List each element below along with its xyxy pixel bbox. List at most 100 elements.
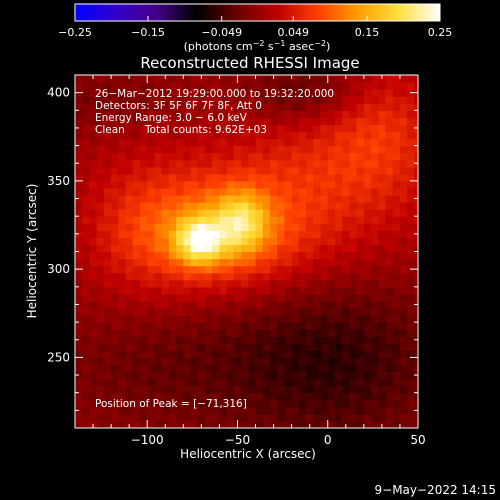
heatmap-cell	[349, 187, 358, 196]
heatmap-cell	[226, 75, 235, 83]
heatmap-cell	[291, 223, 300, 231]
heatmap-cell	[414, 420, 418, 428]
heatmap-cell	[255, 117, 264, 126]
heatmap-cell	[161, 378, 170, 387]
heatmap-cell	[168, 166, 177, 175]
heatmap-cell	[414, 293, 418, 302]
heatmap-cell	[392, 258, 401, 267]
heatmap-cell	[298, 117, 307, 126]
heatmap-cell	[248, 131, 257, 140]
heatmap-cell	[139, 89, 148, 97]
heatmap-cell	[147, 103, 156, 111]
heatmap-cell	[161, 307, 170, 316]
heatmap-cell	[75, 103, 83, 111]
heatmap-cell	[277, 152, 286, 161]
heatmap-cell	[313, 223, 322, 231]
heatmap-cell	[277, 223, 286, 231]
heatmap-cell	[147, 131, 156, 140]
heatmap-cell	[277, 350, 286, 358]
heatmap-cell	[334, 166, 343, 175]
heatmap-cell	[313, 131, 322, 140]
heatmap-cell	[147, 392, 156, 401]
heatmap-cell	[363, 371, 372, 380]
heatmap-cell	[371, 371, 379, 380]
heatmap-cell	[277, 209, 286, 217]
heatmap-cell	[392, 209, 401, 217]
heatmap-cell	[197, 399, 206, 408]
heatmap-cell	[125, 166, 134, 175]
heatmap-cell	[89, 378, 98, 387]
heatmap-cell	[241, 195, 249, 203]
heatmap-cell	[161, 315, 170, 323]
heatmap-cell	[399, 237, 408, 246]
heatmap-cell	[291, 230, 300, 238]
heatmap-cell	[147, 152, 156, 161]
heatmap-cell	[103, 420, 112, 428]
heatmap-cell	[248, 187, 257, 196]
heatmap-cell	[183, 131, 192, 140]
heatmap-cell	[125, 180, 134, 189]
heatmap-cell	[284, 89, 293, 97]
heatmap-cell	[96, 300, 105, 309]
heatmap-cell	[313, 145, 322, 154]
heatmap-cell	[183, 124, 192, 133]
heatmap-cell	[320, 152, 329, 161]
heatmap-cell	[168, 209, 177, 217]
heatmap-cell	[356, 96, 365, 104]
heatmap-cell	[262, 89, 271, 97]
heatmap-cell	[392, 187, 401, 196]
heatmap-cell	[255, 357, 264, 366]
heatmap-cell	[204, 159, 213, 168]
heatmap-cell	[349, 159, 358, 168]
heatmap-cell	[313, 300, 322, 309]
heatmap-cell	[291, 103, 300, 111]
heatmap-cell	[298, 336, 307, 344]
heatmap-cell	[147, 251, 156, 260]
heatmap-cell	[298, 138, 307, 147]
heatmap-cell	[125, 209, 134, 217]
heatmap-cell	[327, 159, 336, 168]
heatmap-cell	[212, 258, 221, 267]
heatmap-cell	[233, 413, 242, 422]
heatmap-cell	[219, 364, 228, 373]
heatmap-cell	[132, 159, 141, 168]
heatmap-cell	[320, 145, 329, 154]
heatmap-cell	[190, 364, 199, 373]
heatmap-cell	[334, 343, 343, 351]
heatmap-cell	[349, 124, 358, 133]
heatmap-cell	[190, 399, 199, 408]
heatmap-cell	[226, 406, 235, 415]
heatmap-cell	[306, 223, 314, 231]
heatmap-cell	[298, 300, 307, 309]
heatmap-cell	[103, 413, 112, 422]
heatmap-cell	[399, 180, 408, 189]
heatmap-cell	[154, 124, 163, 133]
heatmap-cell	[161, 272, 170, 281]
heatmap-cell	[82, 300, 91, 309]
heatmap-cell	[139, 180, 148, 189]
heatmap-cell	[226, 371, 235, 380]
heatmap-cell	[219, 244, 228, 253]
heatmap-cell	[363, 307, 372, 316]
heatmap-cell	[183, 237, 192, 246]
heatmap-cell	[204, 152, 213, 161]
heatmap-cell	[291, 336, 300, 344]
heatmap-cell	[154, 307, 163, 316]
heatmap-cell	[219, 89, 228, 97]
heatmap-cell	[414, 103, 418, 111]
heatmap-cell	[139, 251, 148, 260]
heatmap-cell	[103, 96, 112, 104]
heatmap-cell	[197, 187, 206, 196]
heatmap-cell	[269, 216, 278, 224]
heatmap-cell	[125, 237, 134, 246]
heatmap-cell	[392, 385, 401, 394]
heatmap-cell	[284, 272, 293, 281]
heatmap-cell	[89, 265, 98, 274]
heatmap-cell	[334, 124, 343, 133]
heatmap-cell	[89, 392, 98, 401]
heatmap-cell	[334, 336, 343, 344]
heatmap-cell	[414, 378, 418, 387]
heatmap-cell	[363, 251, 372, 260]
heatmap-cell	[269, 202, 278, 210]
